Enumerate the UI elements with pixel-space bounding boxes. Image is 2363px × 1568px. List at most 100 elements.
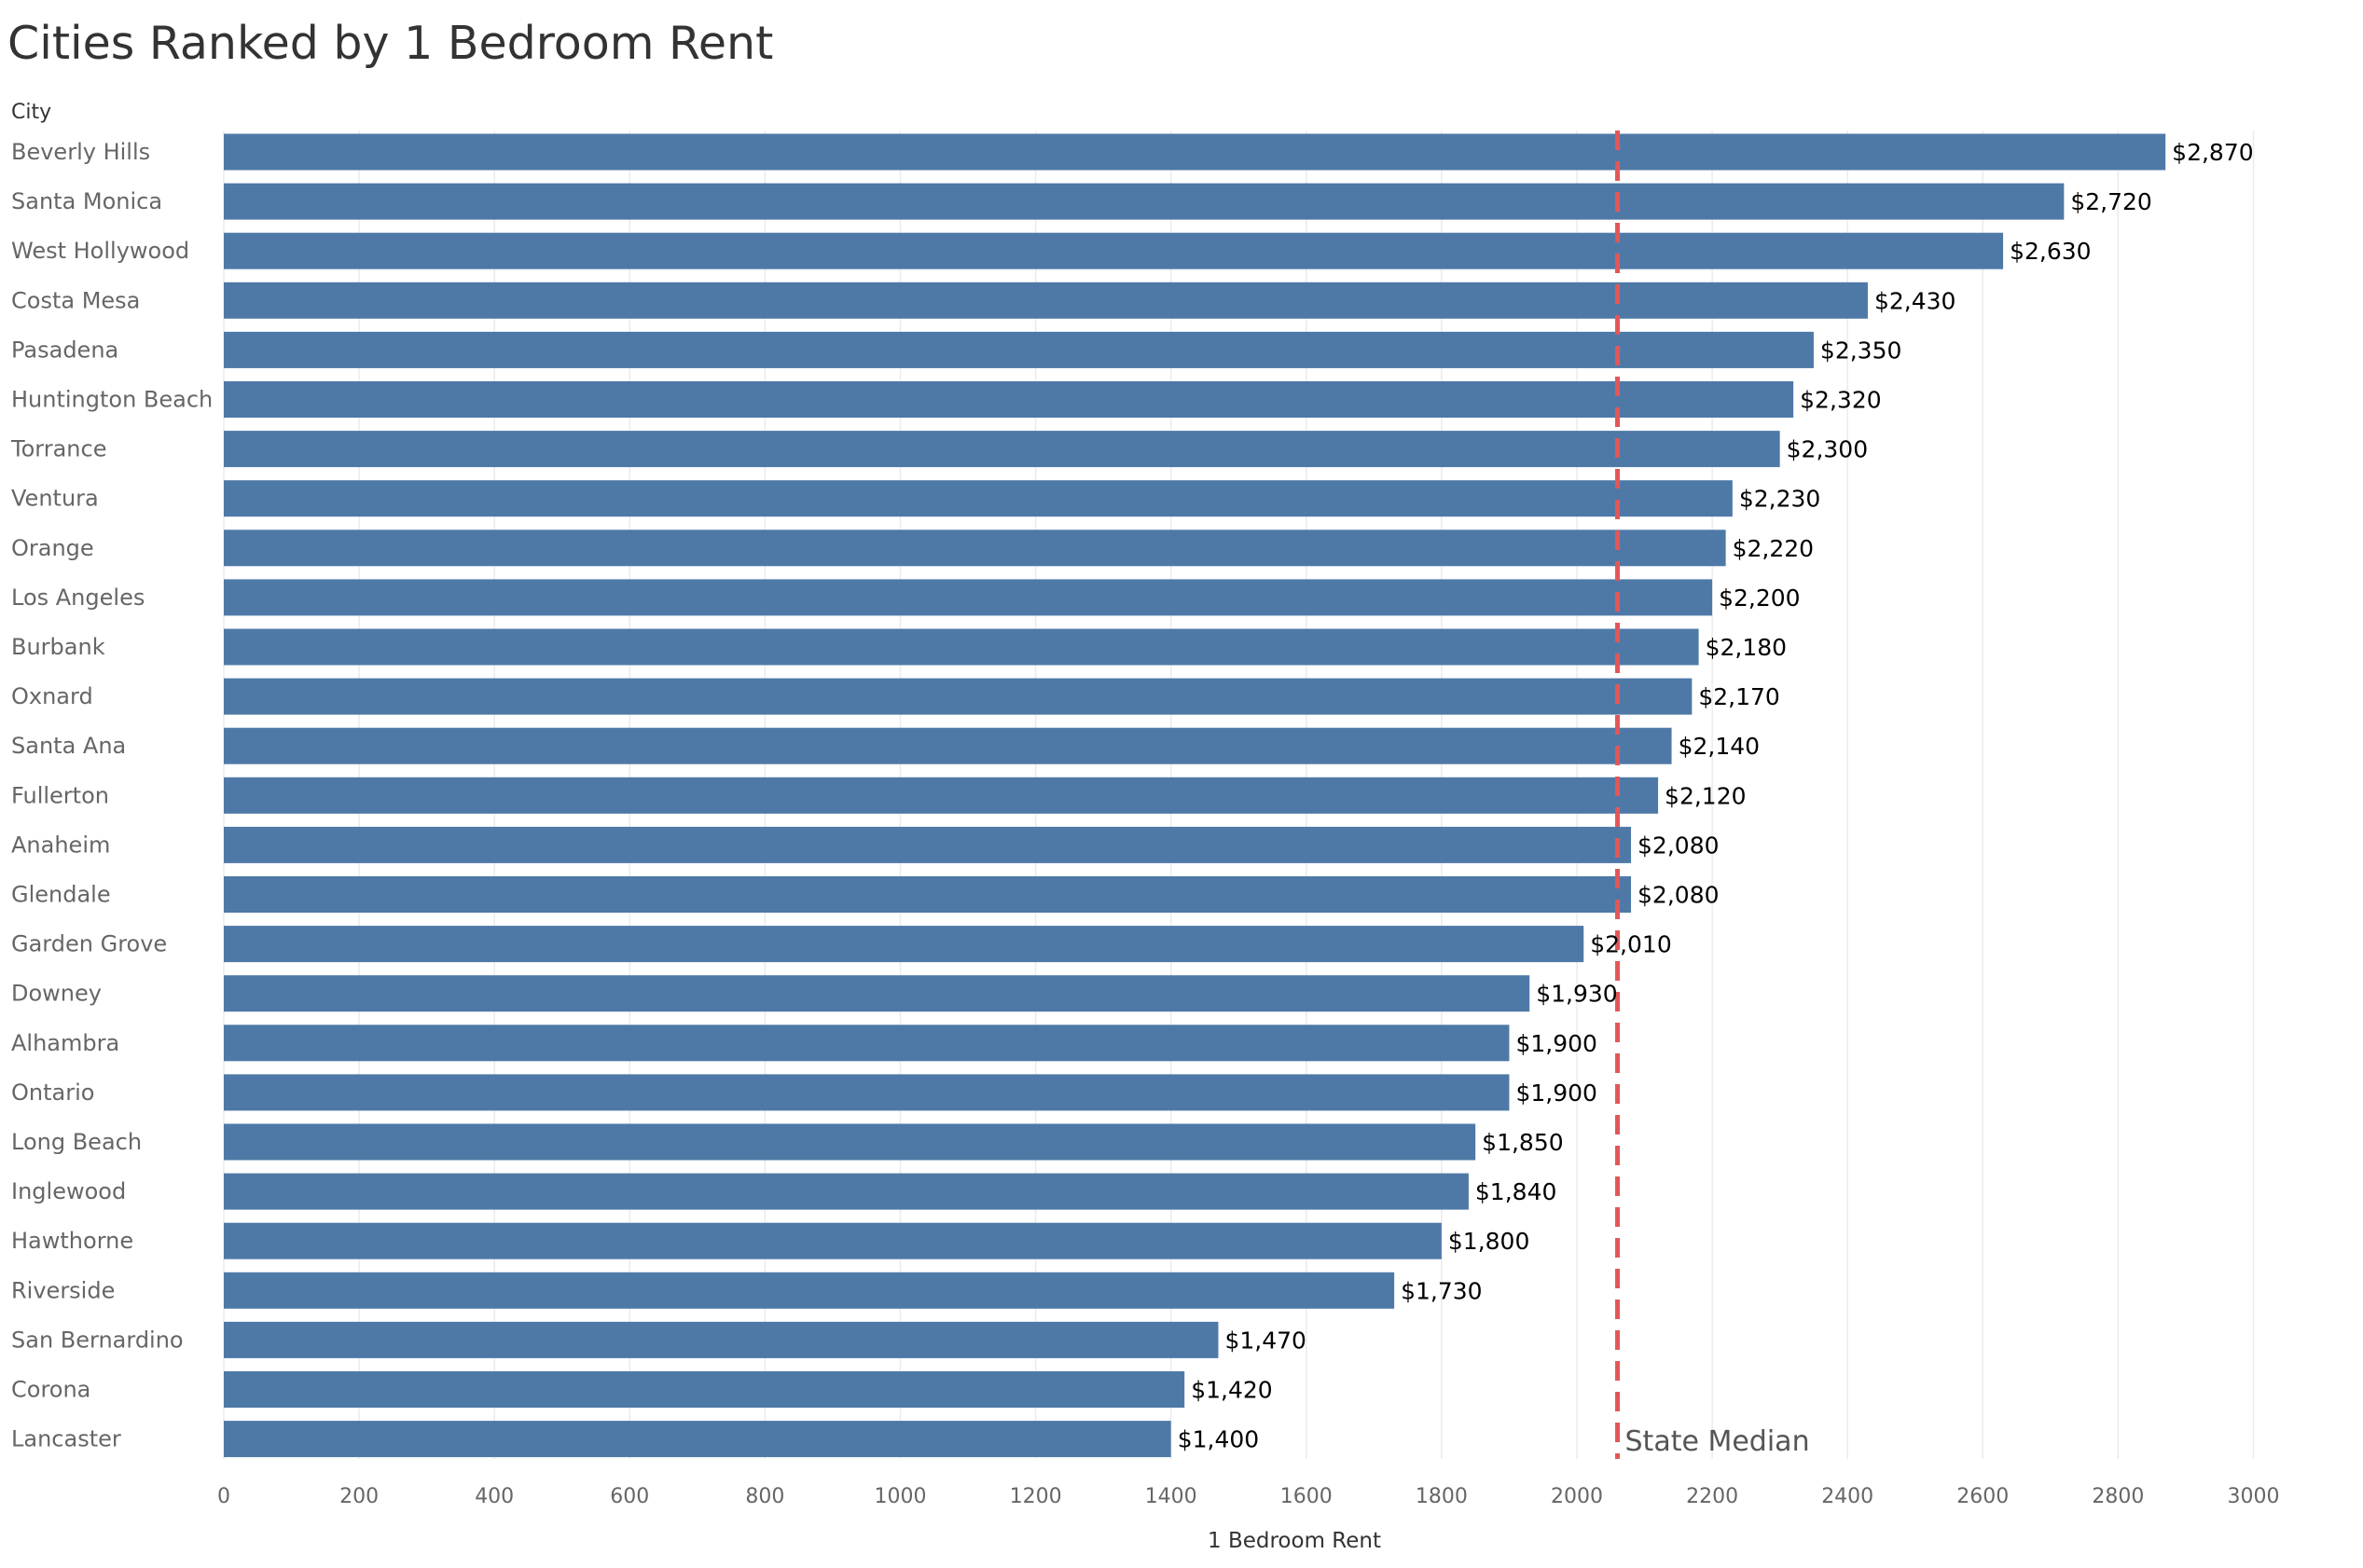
bars <box>224 133 2166 1458</box>
bar-value-label: $2,080 <box>1638 882 1719 909</box>
x-tick-label: 2600 <box>1956 1485 2009 1508</box>
category-label: Inglewood <box>11 1178 126 1204</box>
bar-value-label: $2,120 <box>1665 782 1746 809</box>
bar-value-label: $1,850 <box>1482 1129 1563 1156</box>
x-tick-label: 3000 <box>2228 1485 2280 1508</box>
bar <box>224 133 2166 171</box>
bar <box>224 628 1699 666</box>
bar-value-label: $1,900 <box>1515 1030 1596 1057</box>
category-label: Glendale <box>11 882 111 908</box>
category-label: Beverly Hills <box>11 139 150 165</box>
bar <box>224 678 1693 715</box>
bar-value-label: $2,630 <box>2010 238 2091 265</box>
bar-value-label: $2,430 <box>1874 287 1955 314</box>
category-label: Torrance <box>10 436 106 462</box>
bar-value-label: $2,230 <box>1739 486 1820 513</box>
bar <box>224 331 1814 368</box>
bar-value-label: $2,140 <box>1679 733 1760 760</box>
bar <box>224 727 1672 764</box>
x-tick-label: 1200 <box>1010 1485 1062 1508</box>
x-tick-label: 2800 <box>2092 1485 2144 1508</box>
bar <box>224 1123 1476 1161</box>
x-tick-label: 600 <box>610 1485 649 1508</box>
x-tick-label: 2200 <box>1686 1485 1738 1508</box>
bar-value-label: $2,350 <box>1820 337 1901 364</box>
labels: Beverly Hills $2,870 Santa Monica $2,720 Wes… <box>10 139 2254 1453</box>
bar <box>224 579 1713 616</box>
bar <box>224 530 1726 567</box>
bar-value-label: $1,400 <box>1178 1426 1259 1453</box>
bar <box>224 826 1632 863</box>
category-label: Hawthorne <box>11 1228 133 1254</box>
x-tick-label: 400 <box>475 1485 514 1508</box>
bar <box>224 1173 1469 1210</box>
category-label: Alhambra <box>11 1030 119 1056</box>
x-tick-label: 1800 <box>1416 1485 1468 1508</box>
category-label: Pasadena <box>11 337 118 363</box>
bar-value-label: $1,730 <box>1401 1277 1482 1304</box>
bar <box>224 1421 1171 1458</box>
category-label: West Hollywood <box>11 238 189 264</box>
x-tick-label: 800 <box>745 1485 784 1508</box>
category-label: Lancaster <box>11 1426 121 1452</box>
bar <box>224 975 1530 1012</box>
bar-value-label: $2,010 <box>1590 931 1671 958</box>
bar-value-label: $2,200 <box>1719 585 1800 612</box>
bar <box>224 1321 1219 1358</box>
reference-line-group: State Median <box>1615 131 1810 1459</box>
bar <box>224 1272 1395 1309</box>
reference-line-label: State Median <box>1625 1425 1810 1458</box>
x-axis-label: 1 Bedroom Rent <box>1208 1529 1381 1553</box>
bar <box>224 232 2004 269</box>
x-tick-label: 1000 <box>875 1485 927 1508</box>
x-tick-label: 0 <box>217 1485 230 1508</box>
category-label: Long Beach <box>11 1129 142 1155</box>
bar-value-label: $1,800 <box>1448 1228 1529 1255</box>
bar-value-label: $1,420 <box>1191 1377 1272 1404</box>
bar-value-label: $2,170 <box>1698 683 1779 710</box>
category-axis-header: City <box>11 101 52 124</box>
category-label: Santa Monica <box>11 188 162 214</box>
chart-title: Cities Ranked by 1 Bedroom Rent <box>7 17 774 70</box>
bar <box>224 381 1794 418</box>
x-tick-label: 2400 <box>1821 1485 1873 1508</box>
bar <box>224 777 1659 814</box>
category-label: Ventura <box>11 486 99 512</box>
bar-value-label: $2,300 <box>1787 436 1868 463</box>
bar <box>224 282 1868 319</box>
bar-value-label: $2,080 <box>1638 832 1719 859</box>
category-label: San Bernardino <box>11 1327 184 1353</box>
bar <box>224 926 1584 963</box>
bar <box>224 480 1733 517</box>
category-label: Anaheim <box>11 832 110 858</box>
bar-value-label: $1,900 <box>1515 1080 1596 1107</box>
bar <box>224 183 2065 220</box>
category-label: Riverside <box>11 1277 115 1303</box>
x-tick-label: 2000 <box>1551 1485 1603 1508</box>
category-label: Downey <box>11 981 102 1007</box>
category-label: Huntington Beach <box>11 387 213 413</box>
category-label: Fullerton <box>11 782 109 808</box>
category-label: Orange <box>11 535 94 561</box>
bar <box>224 1025 1510 1062</box>
category-label: Garden Grove <box>11 931 167 957</box>
bar-value-label: $2,220 <box>1733 535 1814 562</box>
bar <box>224 1371 1185 1408</box>
bar-value-label: $2,870 <box>2172 139 2253 166</box>
category-label: Costa Mesa <box>11 287 140 313</box>
category-label: Burbank <box>11 634 105 660</box>
bar-value-label: $2,180 <box>1706 634 1787 661</box>
bar <box>224 876 1632 913</box>
category-label: Corona <box>11 1377 90 1403</box>
category-label: Ontario <box>11 1080 94 1106</box>
bar <box>224 431 1780 468</box>
bar <box>224 1222 1442 1259</box>
bar-value-label: $2,320 <box>1800 387 1881 414</box>
bar-value-label: $2,720 <box>2070 188 2151 215</box>
x-tick-label: 1400 <box>1145 1485 1197 1508</box>
category-label: Santa Ana <box>11 733 126 759</box>
x-tick-label: 200 <box>339 1485 379 1508</box>
category-label: Oxnard <box>11 683 93 709</box>
bar-value-label: $1,470 <box>1224 1327 1306 1354</box>
